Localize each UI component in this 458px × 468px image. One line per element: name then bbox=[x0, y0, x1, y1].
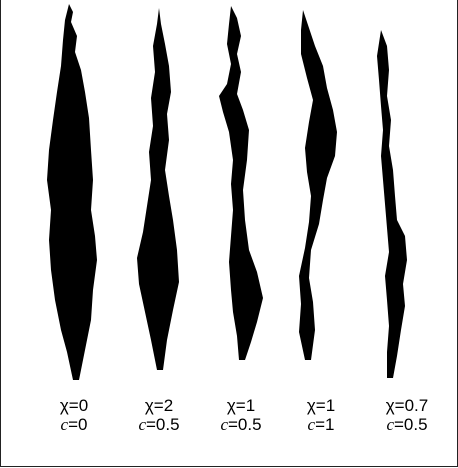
cluster-shape-1 bbox=[47, 4, 97, 380]
c-label: c=0.5 bbox=[119, 415, 199, 434]
c-value: =0.5 bbox=[227, 415, 262, 434]
c-value: =0 bbox=[68, 415, 88, 434]
c-label: c=0.5 bbox=[201, 415, 281, 434]
cluster-shape-3 bbox=[219, 6, 263, 360]
panel-label-4: χ=1 c=1 bbox=[281, 396, 361, 434]
panel-label-3: χ=1 c=0.5 bbox=[201, 396, 281, 434]
c-value: =0.5 bbox=[145, 415, 180, 434]
c-variable: c bbox=[220, 415, 228, 434]
chi-label: χ=1 bbox=[306, 396, 336, 415]
cluster-shape-2 bbox=[137, 8, 179, 370]
panel-label-1: χ=0 c=0 bbox=[34, 396, 114, 434]
c-variable: c bbox=[138, 415, 146, 434]
c-variable: c bbox=[386, 415, 394, 434]
chi-label: χ=0 bbox=[59, 396, 89, 415]
c-variable: c bbox=[60, 415, 69, 434]
c-label: c=0 bbox=[34, 415, 114, 434]
c-value: =1 bbox=[315, 415, 335, 434]
panel-label-5: χ=0.7 c=0.5 bbox=[367, 396, 447, 434]
chi-label: χ=0.7 bbox=[385, 396, 429, 415]
chi-label: χ=2 bbox=[144, 396, 174, 415]
panel-label-2: χ=2 c=0.5 bbox=[119, 396, 199, 434]
cluster-shape-4 bbox=[299, 10, 337, 360]
c-value: =0.5 bbox=[393, 415, 428, 434]
c-label: c=0.5 bbox=[367, 415, 447, 434]
cluster-shape-5 bbox=[377, 30, 407, 378]
chi-label: χ=1 bbox=[226, 396, 256, 415]
c-variable: c bbox=[307, 415, 316, 434]
c-label: c=1 bbox=[281, 415, 361, 434]
